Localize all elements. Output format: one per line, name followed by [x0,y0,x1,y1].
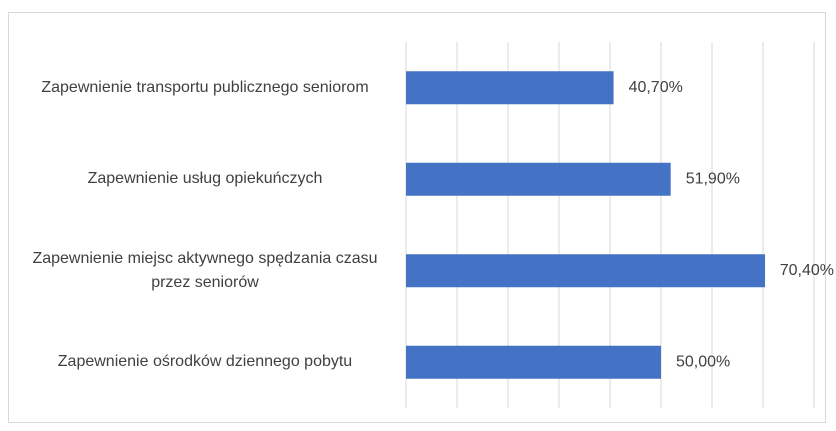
bar [406,162,671,196]
data-label: 70,40% [780,262,834,279]
data-label: 50,00% [676,353,730,370]
category-label: Zapewnienie usług opiekuńczych [87,170,323,188]
category-label: Zapewnienie miejsc aktywnego spędzania c… [32,249,378,291]
chart-frame [8,12,826,423]
bar [406,71,614,105]
category-label: Zapewnienie transportu publicznego senio… [41,78,369,96]
data-label: 40,70% [629,79,683,96]
bar [406,345,661,379]
bar [406,254,766,288]
category-label: Zapewnienie ośrodków dziennego pobytu [57,353,353,371]
data-label: 51,90% [686,170,740,187]
